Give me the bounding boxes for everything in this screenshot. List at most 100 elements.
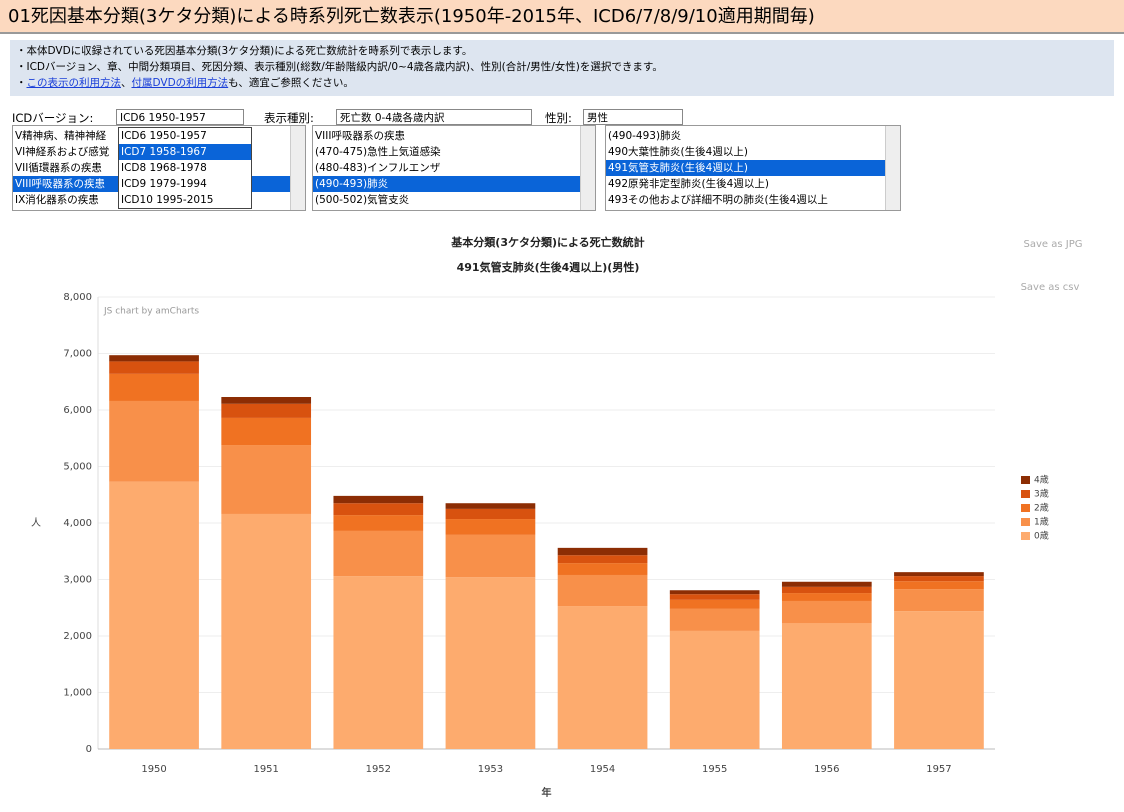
x-tick-label: 1952 [366,764,391,775]
bar-segment [221,417,312,446]
bar-segment [557,563,648,575]
y-tick-label: 4,000 [63,518,92,529]
list-item[interactable]: (480-483)インフルエンザ [315,162,441,174]
sex-select[interactable]: 男性 [583,109,683,125]
bar-segment [781,623,872,749]
bar-segment [669,608,760,631]
list-item[interactable]: (500-502)気管支炎 [315,194,410,206]
bar-segment [781,593,872,601]
legend-swatch [1021,532,1030,540]
list-item[interactable]: (490-493)肺炎 [608,130,682,142]
x-tick-label: 1950 [141,764,166,775]
bar-segment [894,576,984,582]
bar-segment [781,581,872,587]
info-line: ・本体DVDに収録されている死因基本分類(3ケタ分類)による死亡数統計を時系列で… [16,45,473,57]
legend-label: 3歳 [1034,488,1049,500]
y-tick-label: 3,000 [63,575,92,586]
y-tick-label: 7,000 [63,349,92,360]
list-item[interactable]: 492原発非定型肺炎(生後4週以上) [608,178,769,190]
list-item[interactable]: VI神経系および感覚 [15,146,110,158]
x-tick-label: 1956 [814,764,839,775]
y-tick-label: 6,000 [63,405,92,416]
export-button[interactable]: Save as JPG [1024,239,1083,250]
y-tick-label: 2,000 [63,631,92,642]
x-tick-label: 1955 [702,764,727,775]
legend-label: 0歳 [1034,530,1049,542]
legend-swatch [1021,490,1030,498]
page-title: 01死因基本分類(3ケタ分類)による時系列死亡数表示(1950年-2015年、I… [0,0,1124,34]
label: 表示種別: [264,111,314,125]
bar-segment [894,572,984,577]
scrollbar [885,126,900,210]
text: 、 [121,77,132,89]
bar-segment [669,599,760,609]
list-item[interactable]: 490大葉性肺炎(生後4週以上) [608,146,748,158]
bar-segment [557,555,648,564]
bar-segment [445,534,536,578]
y-tick-label: 8,000 [63,292,92,303]
dropdown: ICD6 1950-1957 ICD7 1958-1967 ICD8 1968-19… [118,127,252,209]
bar-segment [557,547,648,556]
bar-segment [445,577,536,749]
bar-segment [445,508,536,520]
bar-segment [781,586,872,594]
dropdown-option[interactable]: ICD7 1958-1967 [119,144,251,160]
bar-segment [109,400,199,482]
bar-segment [445,519,536,535]
info-line: ・ICDバージョン、章、中間分類項目、死因分類、表示種別(総数/年齢階級内訳/0… [16,61,663,73]
dropdown-option[interactable]: ICD6 1950-1957 [121,130,207,142]
x-axis-label: 年 [542,786,552,799]
list-item[interactable]: (470-475)急性上気道感染 [315,146,441,158]
bar-segment [894,581,984,590]
dropdown-option[interactable]: ICD8 1968-1978 [121,162,207,174]
dropdown-option[interactable]: ICD10 1995-2015 [121,194,214,206]
bar-segment [221,513,312,749]
list-item[interactable]: 493その他および詳細不明の肺炎(生後4週以上 [608,194,828,206]
list-item[interactable]: 491気管支肺炎(生後4週以上) [606,160,900,176]
legend-label: 2歳 [1034,502,1049,514]
bar-segment [557,574,648,607]
dropdown-option[interactable]: ICD9 1979-1994 [121,178,207,190]
x-tick-label: 1954 [590,764,615,775]
bar-segment [109,355,199,362]
bar-segment [109,481,199,749]
bar-segment [669,594,760,600]
bar-segment [894,589,984,612]
list-item[interactable]: (490-493)肺炎 [313,176,595,192]
export-button[interactable]: Save as csv [1021,282,1080,293]
y-tick-label: 1,000 [63,688,92,699]
bar-segment [221,445,312,514]
bar-segment [333,503,424,516]
legend-swatch [1021,504,1030,512]
icd-select[interactable]: ICD6 1950-1957 [116,109,244,125]
scrollbar [580,126,595,210]
bar-segment [669,590,760,595]
text: ・ [16,77,27,89]
list-items: (490-493)肺炎 490大葉性肺炎(生後4週以上) 491気管支肺炎(生後4週… [606,126,900,208]
bar-segment [109,373,199,401]
bar-segment [781,600,872,624]
link[interactable]: 付属DVDの利用方法 [131,77,229,89]
list-item[interactable]: IX消化器系の疾患 [15,194,99,206]
bar-segment [669,630,760,749]
list-box: (490-493)肺炎 490大葉性肺炎(生後4週以上) 491気管支肺炎(生後4週… [605,125,901,211]
chart-subtitle: 491気管支肺炎(生後4週以上)(男性) [457,260,640,274]
bar-segment [333,515,424,531]
legend-swatch [1021,518,1030,526]
list-item[interactable]: VIII呼吸器系の疾患 [315,130,405,142]
list-item[interactable]: V精神病、精神神経 [15,130,107,142]
legend-swatch [1021,476,1030,484]
credit: JS chart by amCharts [103,307,199,317]
list-items: VIII呼吸器系の疾患 (470-475)急性上気道感染 (480-483)インフル… [313,126,595,208]
bar-segment [333,495,424,504]
y-tick-label: 5,000 [63,462,92,473]
x-tick-label: 1953 [478,764,503,775]
list-item[interactable]: VII循環器系の疾患 [15,162,102,174]
x-tick-label: 1957 [926,764,951,775]
bar-segment [333,530,424,577]
label: ICDバージョン: [12,111,94,125]
kind-select[interactable]: 死亡数 0-4歳各歳内訳 [336,109,532,125]
text: も、適宜ご参照ください。 [228,77,354,89]
link[interactable]: この表示の利用方法 [26,77,122,89]
